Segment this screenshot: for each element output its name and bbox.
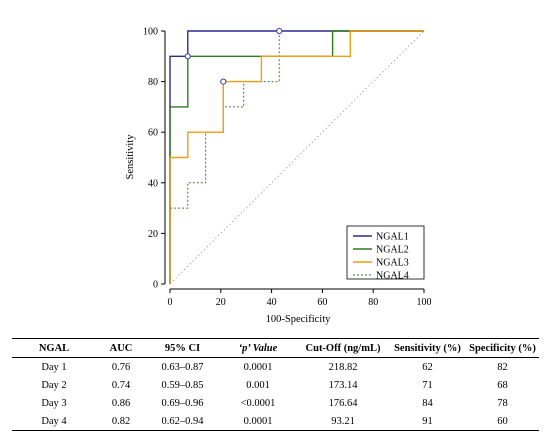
x-tick-label: 100	[417, 297, 432, 308]
x-tick-label: 40	[267, 297, 277, 308]
x-tick-label: 0	[168, 297, 173, 308]
cell-ngal: Day 1	[41, 361, 67, 373]
cell-spec: 78	[497, 397, 508, 409]
markers-layer	[184, 27, 283, 85]
y-tick-label: 100	[143, 27, 158, 38]
cell-auc: 0.76	[111, 361, 131, 373]
marker-ngal3	[220, 78, 227, 85]
cell-ngal: Day 2	[41, 379, 67, 391]
table-row: Day 3 0.86 0.69–0.96 <0.0001 176.64 84 7…	[12, 394, 539, 412]
cell-auc: 0.74	[111, 379, 131, 391]
x-tick-label: 60	[317, 297, 327, 308]
results-table-wrap: NGAL AUC 95% CI ‘p’ Value Cut-Off (ng/mL…	[12, 338, 539, 431]
header-ngal: NGAL	[12, 338, 96, 358]
legend-label-ngal2: NGAL2	[376, 245, 409, 256]
cell-ci: 0.59–0.85	[161, 379, 204, 391]
cell-cutoff: 218.82	[328, 361, 358, 373]
axes: 0 20 40 60 80 100 0 20 40 60 80 100	[143, 27, 432, 309]
cell-sens: 71	[422, 379, 433, 391]
results-table: NGAL AUC 95% CI ‘p’ Value Cut-Off (ng/mL…	[12, 338, 539, 431]
x-axis-label: 100-Specificity	[266, 314, 331, 325]
y-tick-label: 40	[148, 178, 158, 189]
cell-cutoff: 176.64	[328, 397, 358, 409]
cell-ci: 0.69–0.96	[161, 397, 204, 409]
cell-auc: 0.82	[96, 412, 146, 431]
y-ticks: 0 20 40 60 80 100	[143, 27, 165, 291]
cell-spec: 82	[497, 361, 508, 373]
y-tick-label: 60	[148, 128, 158, 139]
cell-ci: 0.63–0.87	[161, 361, 204, 373]
table-row: Day 1 0.76 0.63–0.87 0.0001 218.82 62 82	[12, 358, 539, 377]
y-tick-label: 80	[148, 77, 158, 88]
header-sensitivity: Sensitivity (%)	[389, 338, 466, 358]
cell-sens: 91	[389, 412, 466, 431]
cell-ngal: Day 4	[12, 412, 96, 431]
marker-ngal1	[276, 27, 283, 35]
cell-p: 0.0001	[219, 412, 297, 431]
legend-label-ngal1: NGAL1	[376, 232, 409, 243]
cell-p: 0.001	[246, 379, 270, 391]
cell-sens: 62	[422, 361, 433, 373]
cell-cutoff: 173.14	[328, 379, 358, 391]
y-tick-label: 20	[148, 229, 158, 240]
legend: NGAL1 NGAL2 NGAL3 NGAL4	[346, 225, 425, 282]
cell-spec: 68	[497, 379, 508, 391]
header-auc: AUC	[96, 338, 146, 358]
legend-label-ngal4: NGAL4	[376, 271, 409, 282]
series-line-ngal1	[169, 30, 424, 284]
header-p-value: ‘p’ Value	[219, 338, 297, 358]
legend-label-ngal3: NGAL3	[376, 258, 409, 269]
x-ticks: 0 20 40 60 80 100	[168, 289, 432, 308]
table-header-row: NGAL AUC 95% CI ‘p’ Value Cut-Off (ng/mL…	[12, 338, 539, 358]
cell-p: 0.0001	[243, 361, 273, 373]
y-axis-label: Sensitivity	[125, 134, 136, 180]
header-cutoff: Cut-Off (ng/mL)	[297, 338, 389, 358]
legend-box	[346, 225, 425, 280]
y-tick-label: 0	[153, 280, 158, 291]
header-ci: 95% CI	[146, 338, 219, 358]
cell-sens: 84	[422, 397, 433, 409]
table-row: Day 4 0.82 0.62–0.94 0.0001 93.21 91 60	[12, 412, 539, 431]
header-specificity: Specificity (%)	[466, 338, 539, 358]
cell-ngal: Day 3	[41, 397, 67, 409]
marker-ngal2	[184, 53, 191, 60]
x-tick-label: 80	[368, 297, 378, 308]
cell-cutoff: 93.21	[297, 412, 389, 431]
table-row: Day 2 0.74 0.59–0.85 0.001 173.14 71 68	[12, 376, 539, 394]
roc-chart: 0 20 40 60 80 100 0 20 40 60 80 100 100-Specificit…	[125, 27, 432, 326]
cell-auc: 0.86	[111, 397, 131, 409]
x-tick-label: 20	[216, 297, 226, 308]
cell-ci: 0.62–0.94	[146, 412, 219, 431]
cell-p: <0.0001	[240, 397, 276, 409]
cell-spec: 60	[466, 412, 539, 431]
